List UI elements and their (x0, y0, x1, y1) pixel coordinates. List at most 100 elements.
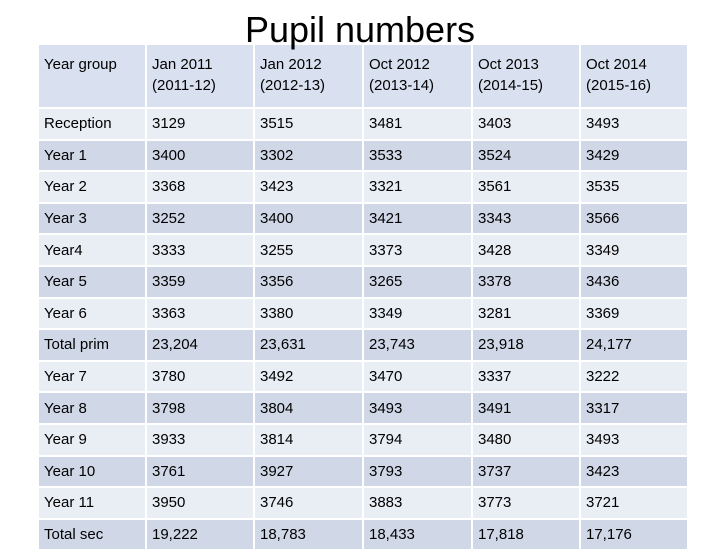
pupil-count-cell: 3378 (473, 266, 579, 297)
year-group-cell: Total prim (39, 330, 145, 360)
year-group-cell: Year 11 (39, 488, 145, 518)
year-group-cell: Year 9 (39, 424, 145, 455)
pupil-count-cell: 3566 (581, 203, 687, 234)
table-row: Year 11 3950 3746 3883 3773 3721 (39, 488, 687, 518)
pupil-count-cell: 3368 (147, 172, 253, 202)
column-header-line: Oct 2012 (369, 56, 430, 73)
pupil-count-cell: 3493 (581, 424, 687, 455)
pupil-count-cell: 3927 (255, 456, 362, 487)
table-row: Year 1 3400 3302 3533 3524 3429 (39, 140, 687, 171)
column-header: Year group (39, 45, 145, 107)
column-header-line: (2012-13) (260, 77, 326, 94)
pupil-count-cell: 3950 (147, 488, 253, 518)
year-group-cell: Year 2 (39, 172, 145, 202)
page-title: Pupil numbers (244, 9, 476, 50)
pupil-count-cell: 3400 (147, 140, 253, 171)
pupil-count-cell: 3373 (364, 235, 471, 265)
column-header-line: (2013-14) (369, 77, 435, 94)
pupil-count-cell: 3400 (255, 203, 362, 234)
column-header-line: Jan 2011 (152, 56, 213, 73)
year-group-cell: Year 6 (39, 298, 145, 329)
column-header: Oct 2012 (2013-14) (364, 45, 471, 107)
pupil-count-cell: 3255 (255, 235, 362, 265)
pupil-count-cell: 3793 (364, 456, 471, 487)
pupil-count-cell: 3349 (581, 235, 687, 265)
year-group-cell: Year 1 (39, 140, 145, 171)
pupil-count-cell: 3814 (255, 424, 362, 455)
column-header-line: (2015-16) (586, 77, 652, 94)
pupil-count-cell: 19,222 (147, 519, 253, 550)
pupil-count-cell: 3281 (473, 298, 579, 329)
pupil-count-cell: 3403 (473, 109, 579, 139)
pupil-count-cell: 3480 (473, 424, 579, 455)
column-header: Jan 2012 (2012-13) (255, 45, 362, 107)
pupil-numbers-table: Year group Jan 2011 (2011-12) Jan 2012 (2012… (37, 43, 689, 551)
pupil-count-cell: 23,631 (255, 330, 362, 360)
column-header: Jan 2011 (2011-12) (147, 45, 253, 107)
year-group-cell: Reception (39, 109, 145, 139)
pupil-count-cell: 3337 (473, 361, 579, 392)
pupil-count-cell: 3491 (473, 393, 579, 423)
pupil-count-cell: 3428 (473, 235, 579, 265)
pupil-count-cell: 3470 (364, 361, 471, 392)
pupil-count-cell: 3321 (364, 172, 471, 202)
pupil-count-cell: 3798 (147, 393, 253, 423)
pupil-count-cell: 3343 (473, 203, 579, 234)
pupil-count-cell: 3380 (255, 298, 362, 329)
pupil-count-cell: 3737 (473, 456, 579, 487)
pupil-count-cell: 23,743 (364, 330, 471, 360)
year-group-cell: Year4 (39, 235, 145, 265)
column-header-line: Jan 2012 (260, 56, 322, 73)
column-header-line: Oct 2014 (586, 56, 647, 73)
table-row: Year 2 3368 3423 3321 3561 3535 (39, 172, 687, 202)
table-row: Year 7 3780 3492 3470 3337 3222 (39, 361, 687, 392)
column-header-line: Year group (44, 56, 117, 73)
pupil-count-cell: 3369 (581, 298, 687, 329)
pupil-count-cell: 3773 (473, 488, 579, 518)
table-header-row: Year group Jan 2011 (2011-12) Jan 2012 (2012… (39, 45, 687, 107)
pupil-count-cell: 23,918 (473, 330, 579, 360)
pupil-count-cell: 3349 (364, 298, 471, 329)
pupil-count-cell: 3317 (581, 393, 687, 423)
table-row: Total sec 19,222 18,783 18,433 17,818 17,176 (39, 519, 687, 550)
pupil-count-cell: 3794 (364, 424, 471, 455)
pupil-count-cell: 3533 (364, 140, 471, 171)
pupil-count-cell: 3761 (147, 456, 253, 487)
pupil-count-cell: 3333 (147, 235, 253, 265)
year-group-cell: Year 7 (39, 361, 145, 392)
table-row: Year 10 3761 3927 3793 3737 3423 (39, 456, 687, 487)
pupil-count-cell: 3429 (581, 140, 687, 171)
table-row: Total prim 23,204 23,631 23,743 23,918 24,177 (39, 330, 687, 360)
pupil-count-cell: 3933 (147, 424, 253, 455)
column-header-line: (2014-15) (478, 77, 544, 94)
pupil-count-cell: 3780 (147, 361, 253, 392)
pupil-count-cell: 3363 (147, 298, 253, 329)
pupil-count-cell: 24,177 (581, 330, 687, 360)
year-group-cell: Year 8 (39, 393, 145, 423)
pupil-count-cell: 17,176 (581, 519, 687, 550)
column-header-line: (2011-12) (152, 77, 216, 94)
pupil-count-cell: 3421 (364, 203, 471, 234)
pupil-count-cell: 3493 (364, 393, 471, 423)
pupil-count-cell: 3493 (581, 109, 687, 139)
pupil-count-cell: 3804 (255, 393, 362, 423)
pupil-count-cell: 3883 (364, 488, 471, 518)
table-row: Year4 3333 3255 3373 3428 3349 (39, 235, 687, 265)
pupil-count-cell: 3302 (255, 140, 362, 171)
pupil-count-cell: 3436 (581, 266, 687, 297)
pupil-count-cell: 3535 (581, 172, 687, 202)
column-header: Oct 2014 (2015-16) (581, 45, 687, 107)
table-row: Year 6 3363 3380 3349 3281 3369 (39, 298, 687, 329)
column-header: Oct 2013 (2014-15) (473, 45, 579, 107)
pupil-count-cell: 3721 (581, 488, 687, 518)
pupil-count-cell: 3359 (147, 266, 253, 297)
pupil-count-cell: 3265 (364, 266, 471, 297)
pupil-count-cell: 3423 (255, 172, 362, 202)
table-row: Reception 3129 3515 3481 3403 3493 (39, 109, 687, 139)
table-row: Year 3 3252 3400 3421 3343 3566 (39, 203, 687, 234)
pupil-count-cell: 18,433 (364, 519, 471, 550)
pupil-count-cell: 3524 (473, 140, 579, 171)
pupil-count-cell: 18,783 (255, 519, 362, 550)
year-group-cell: Year 5 (39, 266, 145, 297)
pupil-count-cell: 3481 (364, 109, 471, 139)
